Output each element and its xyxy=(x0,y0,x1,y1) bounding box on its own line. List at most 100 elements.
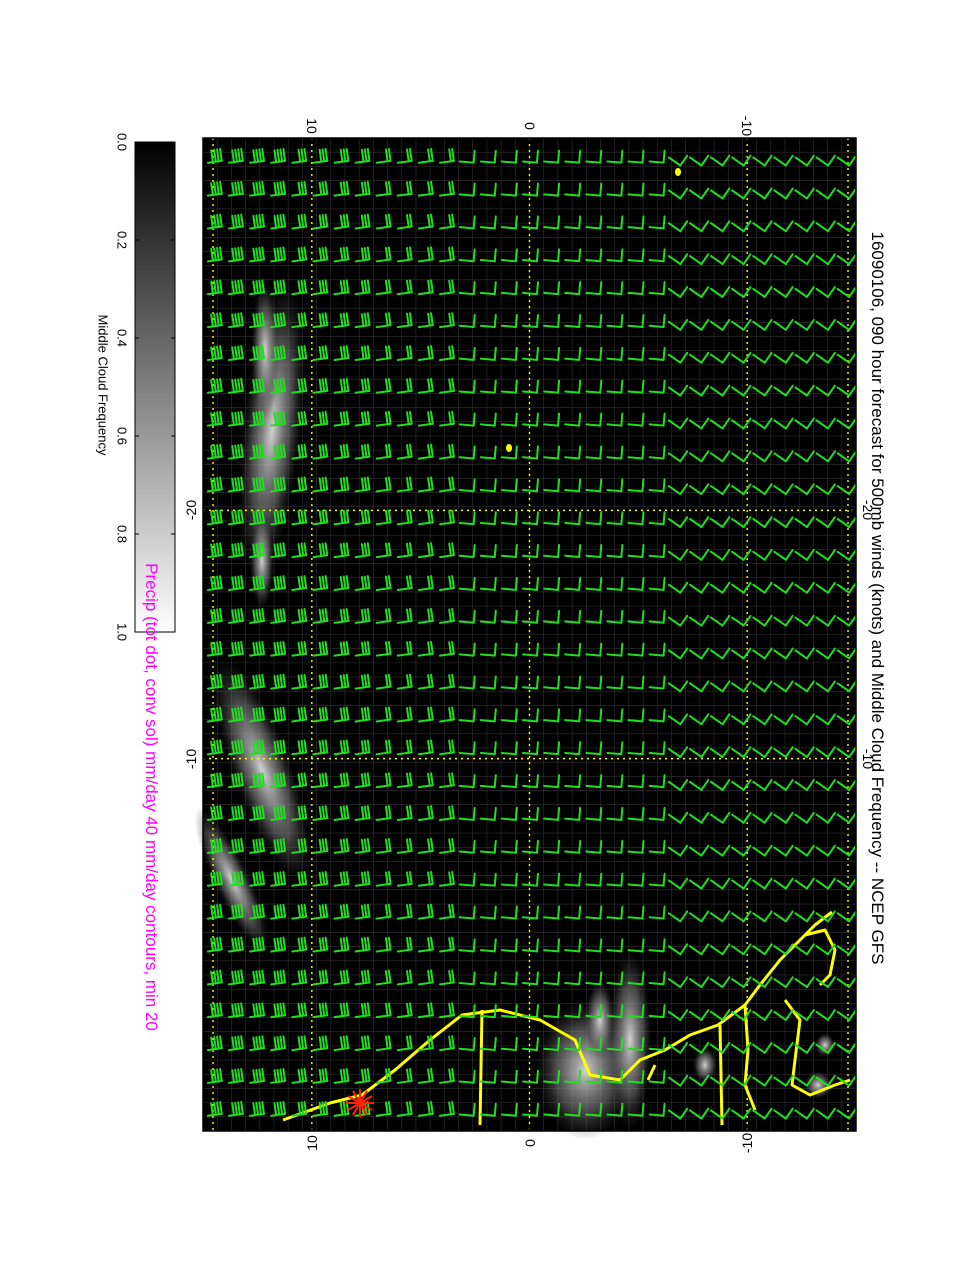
barb-feather xyxy=(366,279,371,294)
barb-feather xyxy=(493,576,497,591)
barb-feather xyxy=(384,509,389,524)
barb-feather xyxy=(557,412,561,427)
wind-barb xyxy=(731,1041,752,1054)
barb-feather xyxy=(493,511,497,526)
barb-feather xyxy=(216,148,220,163)
barb-feather xyxy=(279,871,284,886)
wind-barb xyxy=(500,346,518,361)
barb-feather xyxy=(237,772,241,787)
barb-feather xyxy=(472,445,476,460)
barb-shaft xyxy=(836,846,851,857)
barb-feather xyxy=(252,970,257,985)
barb-shaft xyxy=(667,189,682,200)
barb-shaft xyxy=(564,1047,581,1051)
wind-barb xyxy=(206,706,223,723)
barb-shaft xyxy=(479,653,496,657)
wind-barb xyxy=(312,838,329,854)
wind-barb xyxy=(479,182,497,197)
barb-shaft xyxy=(836,583,851,594)
barb-shaft xyxy=(458,949,475,953)
wind-barb xyxy=(521,938,539,953)
barb-feather xyxy=(599,511,603,526)
barb-feather xyxy=(213,148,217,163)
wind-barb xyxy=(794,154,815,167)
barb-feather xyxy=(255,181,260,196)
barb-shaft xyxy=(815,978,830,989)
barb-feather xyxy=(240,805,244,820)
barb-feather xyxy=(721,253,731,266)
wind-barb xyxy=(417,312,434,329)
barb-feather xyxy=(427,181,431,196)
barb-feather xyxy=(387,640,392,655)
wind-barb xyxy=(458,1037,476,1051)
barb-feather xyxy=(514,1102,518,1117)
barb-feather xyxy=(620,445,624,460)
barb-shaft xyxy=(710,189,724,200)
wind-barb xyxy=(794,483,815,496)
barb-feather xyxy=(700,351,710,364)
barb-feather xyxy=(620,1102,624,1117)
barb-feather xyxy=(848,844,857,857)
wind-barb xyxy=(270,410,287,427)
barb-feather xyxy=(427,1068,431,1083)
wind-barb xyxy=(354,608,371,624)
barb-feather xyxy=(345,608,350,622)
wind-barb xyxy=(585,149,603,164)
barb-feather xyxy=(700,581,710,594)
wind-barb xyxy=(227,246,244,263)
wind-barb xyxy=(249,936,265,953)
wind-barb xyxy=(585,1102,603,1117)
barb-feather xyxy=(240,772,244,787)
barb-feather xyxy=(387,377,392,392)
barb-feather xyxy=(318,378,323,393)
colorbar-tick-label: 0.2 xyxy=(114,230,130,250)
barb-feather xyxy=(279,181,284,196)
wind-barb xyxy=(627,642,645,657)
barb-feather xyxy=(805,910,815,923)
barb-feather xyxy=(297,838,302,853)
barb-feather xyxy=(342,641,347,656)
barb-feather xyxy=(493,1004,497,1019)
barb-feather xyxy=(578,445,582,460)
barb-feather xyxy=(700,1009,710,1021)
wind-barb xyxy=(667,450,689,463)
wind-barb xyxy=(206,772,223,789)
wind-barb xyxy=(815,910,836,923)
barb-feather xyxy=(252,806,257,821)
barb-feather xyxy=(451,903,455,918)
barb-feather xyxy=(448,641,452,656)
barb-feather xyxy=(641,774,645,789)
barb-feather xyxy=(279,246,284,261)
barb-feather xyxy=(535,346,539,361)
wind-barb xyxy=(291,870,308,887)
barb-feather xyxy=(742,318,752,331)
barb-feather xyxy=(279,1002,284,1017)
barb-feather xyxy=(599,215,603,230)
barb-shaft xyxy=(500,949,517,953)
wind-barb xyxy=(627,971,645,986)
wind-barb xyxy=(648,544,666,558)
barb-feather xyxy=(282,1002,287,1017)
border-line xyxy=(718,1024,724,1126)
barb-feather xyxy=(662,412,666,427)
barb-shaft xyxy=(752,715,766,726)
wind-barb xyxy=(585,1037,603,1051)
wind-barb xyxy=(564,872,582,887)
wind-barb xyxy=(585,774,603,789)
barb-feather xyxy=(297,970,302,985)
wind-barb xyxy=(458,971,476,986)
wind-barb xyxy=(752,976,773,989)
barb-shaft xyxy=(479,554,496,558)
barb-feather xyxy=(366,640,371,655)
barb-feather xyxy=(240,279,244,294)
wind-barb xyxy=(312,345,329,361)
barb-feather xyxy=(258,1035,262,1050)
wind-barb xyxy=(585,642,603,657)
wind-barb xyxy=(312,410,329,427)
barb-feather xyxy=(742,154,752,167)
barb-feather xyxy=(342,1068,347,1083)
barb-shaft xyxy=(794,1010,808,1021)
wind-barb xyxy=(648,839,666,854)
wind-barb xyxy=(648,182,666,197)
barb-feather xyxy=(448,937,452,951)
